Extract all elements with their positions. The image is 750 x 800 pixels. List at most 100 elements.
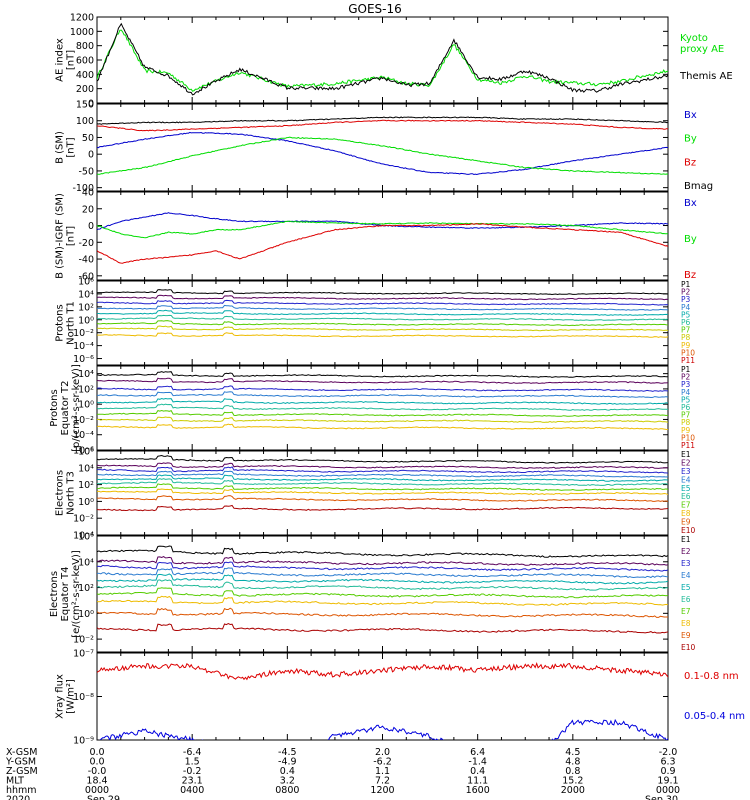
series-line-bz	[97, 119, 668, 132]
series-line-bz	[97, 222, 668, 264]
y-tick-label: 400	[76, 70, 94, 81]
y-tick-label: 10²	[78, 302, 94, 313]
legend-label-bx: Bx	[684, 198, 697, 209]
y-axis-label: Electrons	[49, 571, 60, 617]
y-tick-label: 10⁴	[78, 289, 94, 300]
plot-title: GOES-16	[348, 2, 402, 16]
panel-data	[97, 545, 668, 634]
panel-data	[97, 454, 668, 512]
ephemeris-value: 0800	[275, 785, 299, 796]
y-axis-label: [nT]	[66, 50, 77, 70]
ephemeris-value: 4.5	[565, 747, 580, 758]
panel-frame	[96, 365, 669, 451]
legend-label-p10: P10	[681, 433, 695, 442]
series-line-e8	[97, 488, 668, 496]
y-tick-label: 1000	[70, 27, 94, 38]
ephemeris-value: 0.0	[89, 757, 104, 768]
y-axis-label: B (SM)-IGRF (SM)	[55, 193, 66, 279]
ephemeris-value: 0.0	[89, 747, 104, 758]
legend-label-e8: E8	[681, 619, 691, 628]
ephemeris-value: 15.2	[562, 776, 583, 787]
legend-label-p2: P2	[681, 288, 691, 297]
y-axis-label: [e/(cm²-s-sr-keV)]	[71, 550, 82, 638]
series-line-e1	[97, 545, 668, 558]
series-line-bx	[97, 212, 668, 231]
ephemeris-row-label: 2020	[6, 795, 30, 800]
series-line-e2	[97, 556, 668, 566]
series-line-p6	[97, 403, 668, 411]
legend-label-p11: P11	[681, 441, 695, 450]
ephemeris-value: 1200	[370, 785, 394, 796]
panel-data	[97, 22, 668, 96]
panel-data	[97, 212, 668, 264]
series-line-p1	[97, 371, 668, 378]
ephemeris-value: 2.0	[375, 747, 390, 758]
series-line-e3	[97, 561, 668, 572]
series-line-kyoto-proxy-ae	[97, 29, 668, 92]
y-tick-label: 10⁴	[78, 369, 94, 380]
y-axis-label: [W/m²]	[66, 679, 77, 714]
y-tick-label: 0	[88, 99, 94, 110]
ephemeris-value: 1.5	[185, 757, 200, 768]
series-line-e6	[97, 478, 668, 486]
y-axis-label: Xray flux	[55, 674, 66, 719]
panel-data	[97, 289, 668, 338]
series-line-e7	[97, 587, 668, 599]
y-tick-label: 10²	[78, 480, 94, 491]
legend-label-e7: E7	[681, 501, 691, 510]
y-tick-label: 10⁴	[78, 557, 94, 568]
series-line-p2	[97, 377, 668, 384]
legend-label-e10: E10	[681, 643, 696, 652]
ephemeris-value: -6.2	[373, 757, 392, 768]
legend-label-e2: E2	[681, 547, 691, 556]
y-tick-label: 10²	[78, 583, 94, 594]
y-tick-label: 10⁰	[78, 400, 94, 411]
y-axis-label: B (SM)	[55, 131, 66, 164]
ephemeris-value: 1600	[466, 785, 490, 796]
y-axis-label: AE index	[55, 38, 66, 82]
series-line-e8	[97, 595, 668, 606]
ephemeris-value: 0.4	[280, 766, 295, 777]
series-line-e9	[97, 495, 668, 502]
legend-label-e1: E1	[681, 535, 691, 544]
panel-data	[97, 371, 668, 430]
series-line-e7	[97, 483, 668, 491]
ephemeris-value: Sep 30	[645, 795, 678, 800]
legend-label-p6: P6	[681, 403, 691, 412]
legend-label-p4: P4	[681, 388, 691, 397]
y-tick-label: 10⁻⁸	[73, 692, 94, 703]
legend-label-e7: E7	[681, 607, 691, 616]
y-tick-label: 10⁻⁷	[73, 649, 94, 660]
series-line-p4	[97, 304, 668, 311]
panel-xray: 10⁻⁹ 10⁻⁸ 10⁻⁷ Xray flux [W/m²] 0.1-0.8 nm 0.0…	[55, 649, 746, 747]
series-line-e4	[97, 470, 668, 478]
y-tick-label: 10⁴	[78, 463, 94, 474]
y-axis-label: Equator T4	[60, 567, 71, 622]
series-line-bx	[97, 131, 668, 176]
legend-label-kyoto-proxy-ae: Kyoto	[680, 33, 708, 44]
series-line-e3	[97, 466, 668, 474]
y-axis-label: [p/(cm²-s-sr-keV)]	[71, 364, 82, 452]
y-tick-label: 100	[76, 116, 94, 127]
y-tick-label: 600	[76, 56, 94, 67]
legend-label-e3: E3	[681, 467, 691, 476]
ephemeris-value: 0.8	[565, 766, 580, 777]
series-line-0-05-0-4-nm	[97, 718, 668, 740]
legend-label-p6: P6	[681, 318, 691, 327]
y-tick-label: 10⁰	[78, 497, 94, 508]
panel-frame	[96, 535, 669, 653]
y-tick-label: -40	[78, 255, 94, 266]
ephemeris-value: 0000	[656, 785, 680, 796]
ephemeris-value: -0.0	[88, 766, 107, 777]
series-line-p5	[97, 309, 668, 316]
legend-label-p7: P7	[681, 411, 691, 420]
y-tick-label: 10⁻⁴	[73, 531, 94, 542]
series-line-e1	[97, 454, 668, 464]
y-tick-label: 1200	[70, 13, 94, 24]
legend-label-bx: Bx	[684, 110, 697, 121]
y-axis-label: Protons	[55, 304, 66, 341]
series-line-p5	[97, 397, 668, 405]
y-axis-label: [nT]	[66, 137, 77, 157]
